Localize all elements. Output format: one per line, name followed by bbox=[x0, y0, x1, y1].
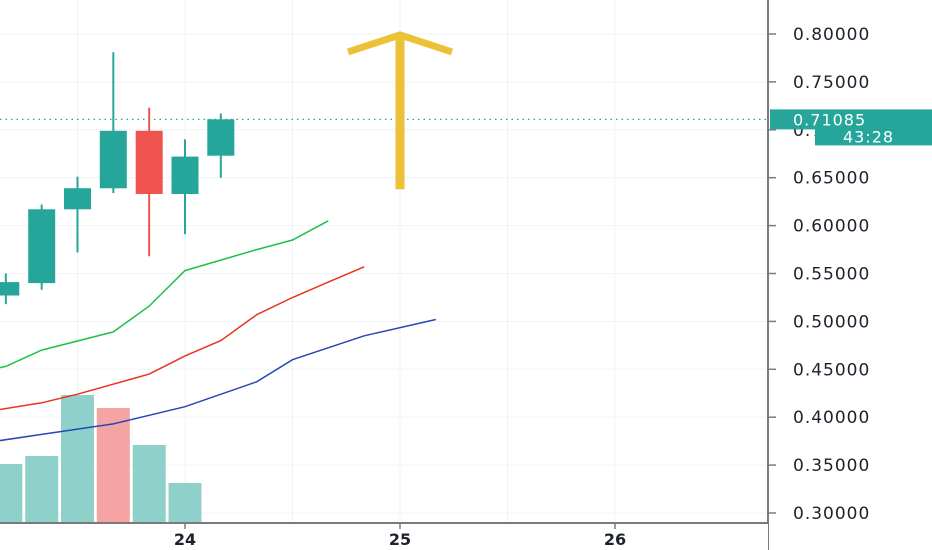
price-tick-label: 0.35000 bbox=[793, 456, 870, 476]
volume-bar bbox=[25, 456, 59, 525]
time-tick-label: 24 bbox=[174, 530, 196, 549]
price-tick-label: 0.50000 bbox=[793, 312, 870, 332]
last-price-badge: 0.71085 43:28 bbox=[770, 109, 932, 146]
time-tick-label: 25 bbox=[389, 530, 411, 549]
candle-body bbox=[28, 209, 56, 284]
candle-body bbox=[135, 130, 163, 194]
price-scale[interactable]: 0.800000.750000.700000.650000.600000.550… bbox=[767, 0, 932, 550]
ma-slow-line bbox=[0, 318, 436, 442]
price-tick-label: 0.55000 bbox=[793, 265, 870, 285]
countdown-label: 43:28 bbox=[843, 127, 894, 146]
moving-averages bbox=[0, 220, 436, 442]
last-price-label-box bbox=[770, 109, 932, 130]
price-tick-label: 0.80000 bbox=[793, 25, 870, 45]
time-scale-bg bbox=[0, 523, 768, 550]
last-price-label: 0.71085 bbox=[793, 110, 866, 129]
volume-bars bbox=[0, 395, 202, 525]
up-arrow-annotation bbox=[346, 31, 454, 190]
candle-body bbox=[64, 188, 91, 210]
price-tick-label: 0.65000 bbox=[793, 169, 870, 189]
volume-bar bbox=[61, 395, 94, 525]
ma-mid-line bbox=[0, 266, 365, 411]
volume-bar bbox=[96, 408, 130, 525]
candles bbox=[0, 52, 235, 305]
price-tick-label: 0.60000 bbox=[793, 217, 870, 237]
candle-body bbox=[99, 130, 127, 189]
price-tick-label: 0.45000 bbox=[793, 360, 870, 380]
volume-bar bbox=[0, 464, 23, 525]
ma-fast-line bbox=[0, 220, 329, 369]
candle-body bbox=[207, 119, 235, 156]
price-tick-label: 0.75000 bbox=[793, 73, 870, 93]
price-scale-bg bbox=[768, 0, 932, 550]
volume-bar bbox=[168, 483, 202, 525]
candle-body bbox=[0, 282, 20, 296]
arrow-head bbox=[346, 31, 454, 56]
time-scale[interactable]: 24 25 26 bbox=[0, 522, 768, 550]
time-tick-label: 26 bbox=[604, 530, 626, 549]
countdown-label-box bbox=[815, 127, 932, 146]
price-tick-label: 0.40000 bbox=[793, 408, 870, 428]
price-tick-label: 0.30000 bbox=[793, 504, 870, 524]
candle-body bbox=[171, 156, 199, 194]
volume-bar bbox=[132, 445, 166, 525]
